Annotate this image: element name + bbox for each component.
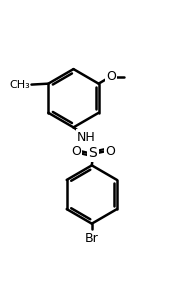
Text: Br: Br <box>85 232 99 246</box>
Text: S: S <box>88 146 97 160</box>
Text: O: O <box>105 145 115 158</box>
Text: O: O <box>71 145 81 158</box>
Text: CH₃: CH₃ <box>10 80 31 90</box>
Text: NH: NH <box>77 131 96 144</box>
Text: O: O <box>106 70 116 83</box>
